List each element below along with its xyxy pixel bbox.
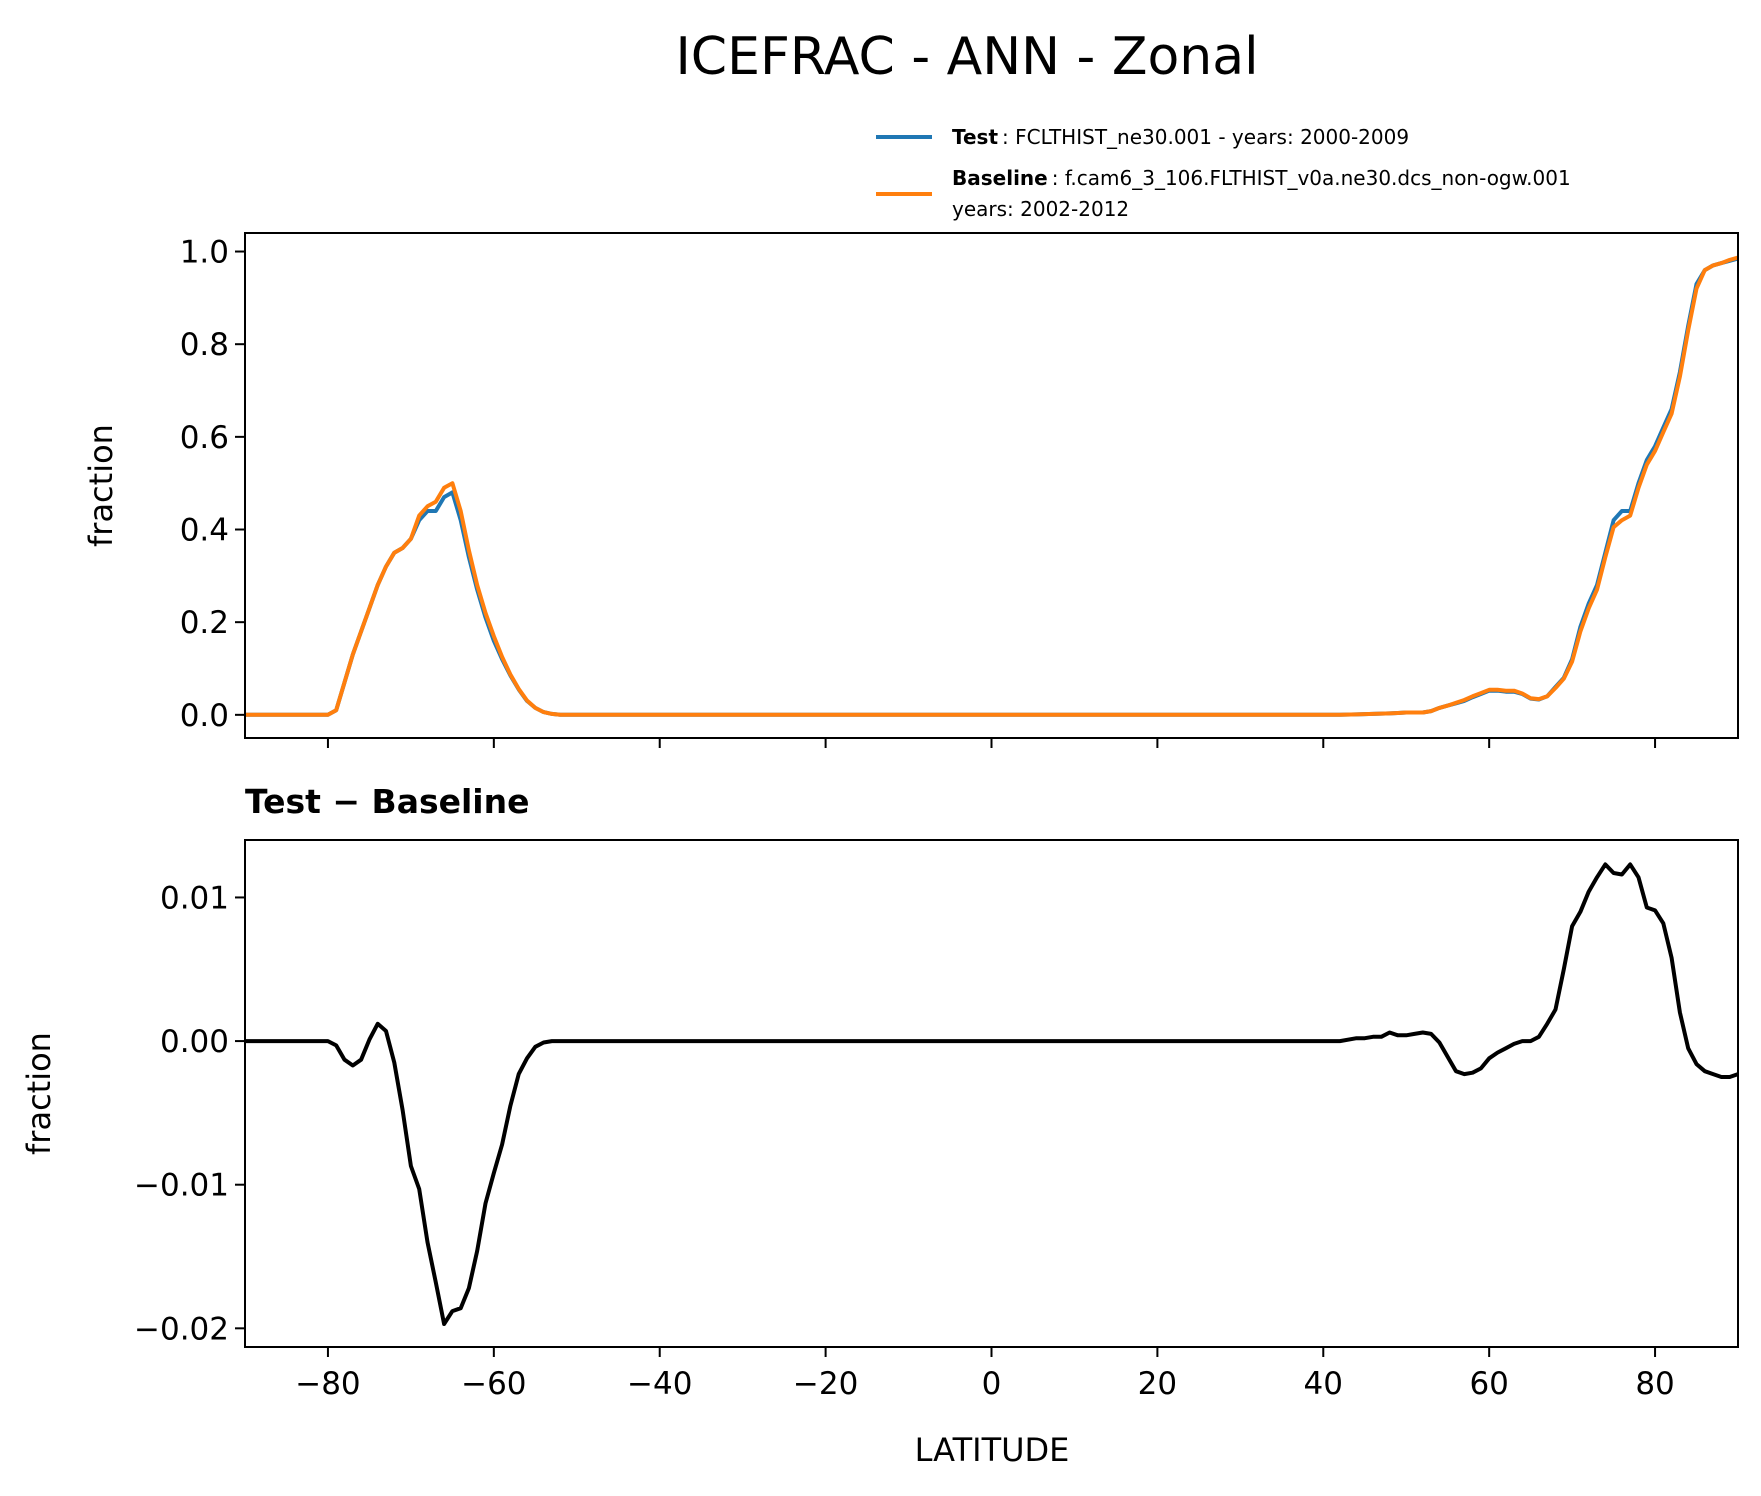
- legend-test-key: Test: [952, 125, 998, 149]
- y-tick-label: 0.2: [180, 605, 229, 641]
- legend-baseline-years: years: 2002-2012: [952, 197, 1129, 221]
- x-tick-label: 60: [1469, 1366, 1508, 1402]
- y-tick-label: 0.0: [180, 698, 229, 734]
- bottom-y-ticks: −0.02 −0.01 0.00 0.01: [134, 880, 245, 1347]
- top-y-axis-label: fraction: [82, 424, 120, 547]
- y-tick-label: 0.8: [180, 327, 229, 363]
- x-tick-label: −20: [793, 1366, 858, 1402]
- bottom-x-axis-label: LATITUDE: [915, 1431, 1070, 1469]
- x-tick-label: 0: [982, 1366, 1002, 1402]
- y-tick-label: −0.01: [134, 1168, 229, 1204]
- x-tick-label: 40: [1304, 1366, 1343, 1402]
- bottom-x-ticks: −80 −60 −40 −20 0 20 40 60 80: [295, 1347, 1675, 1402]
- legend-test-text: : FCLTHIST_ne30.001 - years: 2000-2009: [1002, 125, 1409, 149]
- top-x-ticks: [326, 738, 1657, 748]
- bottom-panel-title: Test − Baseline: [245, 782, 530, 821]
- y-tick-label: 0.6: [180, 420, 229, 456]
- bottom-panel: Test − Baseline −0.02 −0.01 0.00 0.01 −80 −6…: [20, 782, 1739, 1469]
- baseline-series-line: [245, 255, 1738, 717]
- y-tick-label: −0.02: [134, 1311, 229, 1347]
- top-series: [245, 255, 1738, 717]
- top-panel: 0.0 0.2 0.4 0.6 0.8 1.0 fraction: [82, 232, 1739, 748]
- difference-series-line: [245, 862, 1738, 1326]
- bottom-axes-frame: [244, 839, 1739, 1348]
- y-tick-label: 0.00: [160, 1024, 229, 1060]
- y-tick-label: 0.4: [180, 513, 229, 549]
- x-tick-label: 80: [1635, 1366, 1674, 1402]
- figure-title: ICEFRAC - ANN - Zonal: [675, 27, 1258, 87]
- bottom-series: [245, 862, 1738, 1326]
- legend-baseline-key: Baseline: [952, 166, 1048, 190]
- legend-baseline-text: : f.cam6_3_106.FLTHIST_v0a.ne30.dcs_non-…: [1052, 166, 1571, 190]
- y-tick-label: 1.0: [180, 235, 229, 271]
- x-tick-label: −40: [627, 1366, 692, 1402]
- x-tick-label: −80: [295, 1366, 360, 1402]
- legend: Test: FCLTHIST_ne30.001 - years: 2000-20…: [876, 125, 1571, 221]
- legend-baseline-label: Baseline: f.cam6_3_106.FLTHIST_v0a.ne30.…: [952, 166, 1571, 190]
- x-tick-label: −60: [461, 1366, 526, 1402]
- y-tick-label: 0.01: [160, 880, 229, 916]
- bottom-y-axis-label: fraction: [20, 1032, 58, 1155]
- legend-test-label: Test: FCLTHIST_ne30.001 - years: 2000-20…: [952, 125, 1409, 149]
- top-axes-frame: [244, 232, 1739, 739]
- top-y-ticks: 0.0 0.2 0.4 0.6 0.8 1.0: [180, 235, 245, 734]
- x-tick-label: 20: [1138, 1366, 1177, 1402]
